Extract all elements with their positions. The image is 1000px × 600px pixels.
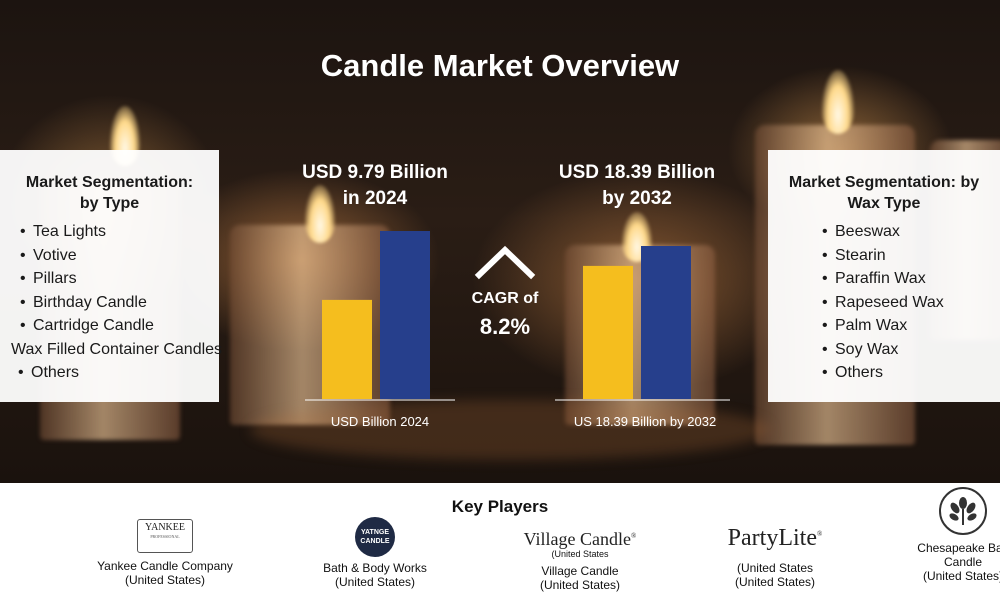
list-item: • Palm Wax <box>822 317 908 334</box>
stat-2032-year: by 2032 <box>602 188 672 209</box>
flame-center-left <box>305 185 335 243</box>
segmentation-type-heading-text: Market Segmentation: by Type <box>25 174 194 212</box>
player-country: (United States) <box>124 573 206 587</box>
village-candle-logo: Village Candle® <box>523 529 637 549</box>
stat-2032-value: USD 18.39 Billion <box>558 162 716 183</box>
bar-1-0 <box>583 265 633 399</box>
list-item: Wax Filled Container Candles <box>0 338 223 362</box>
yankee-logo-text: YANKEE <box>145 522 185 533</box>
player-village-candle: Village Candle® (United States Village C… <box>500 515 660 592</box>
player-country: (United States) <box>734 575 816 589</box>
player-country: (United States) <box>539 578 621 592</box>
list-item-label: Paraffin Wax <box>835 270 926 287</box>
list-item-label: Pillars <box>33 270 77 287</box>
list-item: • Stearin <box>822 246 886 264</box>
bar-0-0 <box>322 299 372 399</box>
page-title: Candle Market Overview <box>320 48 680 83</box>
spacer <box>700 551 850 561</box>
bath-body-works-logo-text: YATNGE CANDLE <box>360 529 390 545</box>
list-item-label: Votive <box>33 246 77 264</box>
partylite-logo: PartyLite® <box>727 525 823 551</box>
player-name: (United States <box>736 561 814 575</box>
bar-0-1 <box>380 231 430 399</box>
segmentation-type-heading: Market Segmentation: by Type <box>0 172 219 214</box>
flame-right <box>822 70 854 134</box>
segmentation-wax-heading: Market Segmentation: by Wax Type <box>768 172 1000 214</box>
stat-2024-year: in 2024 <box>342 188 408 209</box>
list-item: • Tea Lights <box>20 223 106 240</box>
stat-2032: USD 18.39 Billion by 2032 <box>522 160 752 212</box>
list-item: • Others <box>822 364 884 381</box>
player-name-line2: Candle <box>943 555 983 569</box>
player-yankee: YANKEE PROFESSIONAL Yankee Candle Compan… <box>70 515 260 587</box>
village-candle-logo-sub: (United States <box>551 549 609 559</box>
chart-2032-xlabel: US 18.39 Billion by 2032 <box>573 414 717 429</box>
list-item: • Beeswax <box>822 223 900 240</box>
list-item: • Soy Wax <box>822 340 899 358</box>
list-item-label: Stearin <box>835 246 886 264</box>
player-chesapeake: Chesapeake Bay Candle (United States) <box>898 487 1000 583</box>
list-item-label: Birthday Candle <box>33 293 147 311</box>
stat-2024: USD 9.79 Billion in 2024 <box>270 160 480 212</box>
chart-2024-xlabel: USD Billion 2024 <box>330 414 430 429</box>
segmentation-type-panel: Market Segmentation: by Type • Tea Lights… <box>0 150 223 402</box>
list-item-label: Rapeseed Wax <box>835 293 944 311</box>
bath-body-works-logo: YATNGE CANDLE <box>355 517 395 557</box>
player-bath-body-works: YATNGE CANDLE Bath & Body Works (United … <box>295 515 455 589</box>
list-item: • Cartridge Candle <box>20 317 154 334</box>
stat-2024-value: USD 9.79 Billion <box>302 162 448 183</box>
list-item: • Paraffin Wax <box>822 270 926 287</box>
player-country: (United States) <box>922 569 1000 583</box>
chevron-up-icon <box>474 245 536 280</box>
yankee-logo-fine: PROFESSIONAL <box>150 534 180 539</box>
player-country: (United States) <box>334 575 416 589</box>
list-item-label: Others <box>31 364 80 381</box>
village-candle-logo-text: Village Candle <box>523 529 632 549</box>
player-name: Yankee Candle Company <box>97 559 233 573</box>
partylite-logo-text: PartyLite <box>727 525 817 551</box>
list-item-label: Soy Wax <box>835 340 899 358</box>
floor-glow <box>250 400 770 460</box>
list-item: • Votive <box>20 246 77 264</box>
tree-logo-icon <box>939 487 987 535</box>
player-name-line1: Chesapeake Bay <box>917 541 1000 555</box>
player-name: Bath & Body Works <box>323 561 427 575</box>
segmentation-wax-heading-text: Market Segmentation: by Wax Type <box>788 174 980 212</box>
cagr-label: CAGR of <box>471 290 539 307</box>
player-partylite: PartyLite® (United States (United States… <box>700 515 850 589</box>
list-item-label: Tea Lights <box>33 223 106 240</box>
yankee-logo: YANKEE PROFESSIONAL <box>137 519 193 553</box>
list-item-label: Wax Filled Container Candles <box>11 340 223 358</box>
segmentation-type-list: • Tea Lights • Votive • Pillars • Birthday C… <box>0 220 223 385</box>
bar-1-1 <box>641 246 691 399</box>
list-item: • Rapeseed Wax <box>822 293 944 311</box>
list-item-label: Beeswax <box>835 223 900 240</box>
bar-charts <box>322 231 691 399</box>
segmentation-wax-panel: Market Segmentation: by Wax Type • Beeswa… <box>768 150 1000 402</box>
player-name: Village Candle <box>541 564 619 578</box>
cagr-value: 8.2% <box>479 314 531 339</box>
list-item-label: Cartridge Candle <box>33 317 154 334</box>
list-item: • Birthday Candle <box>20 293 147 311</box>
segmentation-wax-list: • Beeswax • Stearin • Paraffin Wax • Rapesee… <box>768 220 1000 385</box>
list-item: • Pillars <box>20 270 77 287</box>
list-item-label: Others <box>835 364 884 381</box>
key-players-title: Key Players <box>451 497 549 516</box>
list-item: • Others <box>18 364 80 381</box>
list-item-label: Palm Wax <box>835 317 908 334</box>
